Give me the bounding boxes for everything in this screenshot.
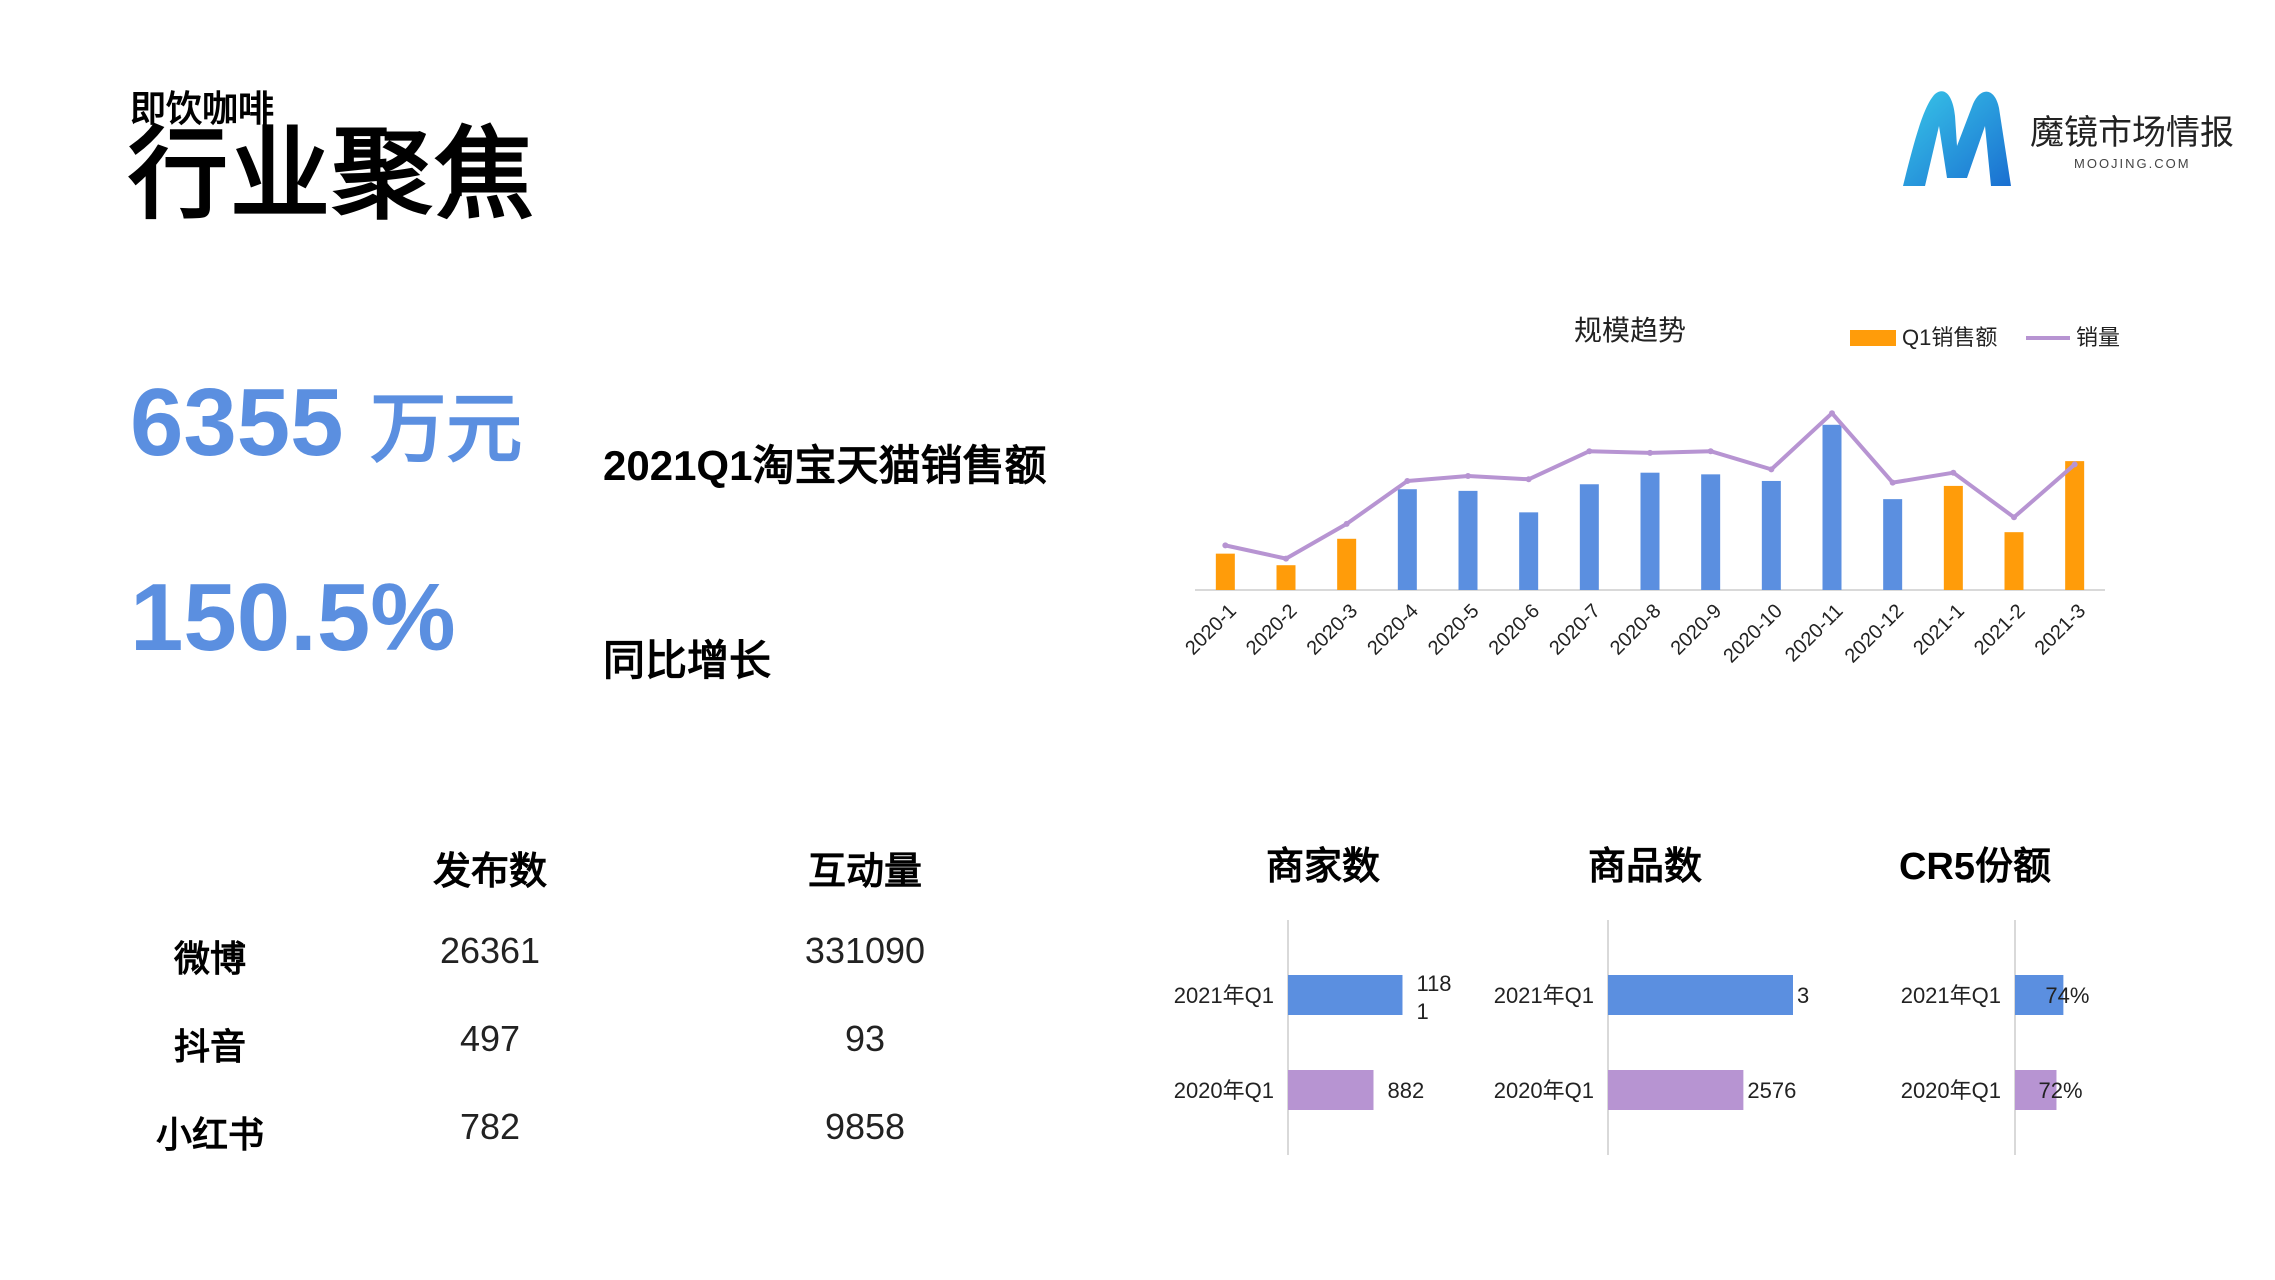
table-row-label: 小红书 (155, 1114, 264, 1155)
line-point-2020-2 (1283, 555, 1289, 562)
bar-2021-3 (2065, 461, 2085, 590)
bar-2020年Q1 (1288, 1070, 1374, 1110)
x-tick-label: 2021-2 (1970, 600, 2030, 660)
data-label: 72% (2038, 1078, 2082, 1103)
table-header-interactions: 互动量 (807, 851, 922, 893)
line-point-2020-10 (1768, 466, 1775, 473)
line-point-2020-12 (1889, 479, 1896, 486)
table-header-posts: 发布数 (432, 851, 547, 893)
mini-chart-title-products: 商品数 (1587, 846, 1702, 888)
table-cell: 9858 (824, 1106, 906, 1147)
x-tick-label: 2020-12 (1841, 600, 1908, 667)
logo-name: 魔镜市场情报 (2030, 114, 2234, 152)
bar-2020-1 (1215, 553, 1235, 590)
bar-2020年Q1 (2015, 1070, 2057, 1110)
moojing-m-logo-icon (1903, 91, 2011, 186)
merchants-chart: 2021年Q1 118 1 2020年Q1 882 (1174, 920, 1452, 1155)
bar-2020-9 (1701, 474, 1721, 590)
table-row-label: 抖音 (173, 1026, 246, 1067)
x-tick-label: 2020-1 (1181, 600, 1241, 660)
x-tick-label: 2020-2 (1242, 600, 1302, 660)
data-label: 1 (1416, 999, 1428, 1024)
data-label: 118 (1416, 971, 1451, 996)
bar-2020-5 (1458, 490, 1478, 590)
chart-title: 规模趋势 (1574, 315, 1686, 346)
line-point-2021-2 (2011, 514, 2017, 521)
line-point-2021-1 (1950, 469, 1957, 476)
x-tick-label: 2020-6 (1485, 600, 1545, 660)
kpi-sales-number: 6355 (130, 369, 344, 476)
line-point-2020-6 (1525, 476, 1532, 483)
line-point-2020-3 (1343, 520, 1350, 527)
data-label: 2576 (1747, 1078, 1796, 1103)
bar-2020-3 (1337, 538, 1357, 590)
x-tick-label: 2020-8 (1606, 600, 1666, 660)
legend-swatch-bar (1850, 330, 1896, 346)
x-tick-label: 2020-4 (1363, 600, 1423, 660)
x-tick-label: 2020-11 (1781, 600, 1847, 666)
bar-2020-2 (1276, 565, 1296, 590)
kpi-sales-value: 6355 万元 (130, 375, 522, 471)
table-row-label: 微博 (173, 938, 246, 979)
x-tick-label: 2020-5 (1424, 600, 1484, 660)
y-tick-label: 2021年Q1 (1901, 983, 2001, 1008)
bar-2020-8 (1640, 472, 1660, 590)
bar-2021-2 (2004, 532, 2024, 590)
bar-2020-12 (1883, 499, 1903, 590)
bar-2021年Q1 (2015, 975, 2064, 1015)
bar-2020-11 (1822, 424, 1842, 590)
y-tick-label: 2021年Q1 (1174, 983, 1274, 1008)
line-point-2021-3 (2071, 461, 2078, 468)
line-point-2020-11 (1829, 410, 1835, 417)
table-cell: 331090 (804, 930, 926, 971)
bar-2020-10 (1761, 480, 1781, 590)
y-tick-label: 2021年Q1 (1494, 983, 1594, 1008)
bar-2020-4 (1397, 489, 1417, 590)
kpi-sales-label: 2021Q1淘宝天猫销售额 (603, 442, 1047, 489)
bar-2020-6 (1519, 512, 1539, 590)
data-label: 74% (2045, 983, 2089, 1008)
bar-2021-1 (1943, 485, 1963, 590)
line-point-2020-1 (1222, 542, 1229, 549)
y-tick-label: 2020年Q1 (1901, 1078, 2001, 1103)
legend-label-line: 销量 (2076, 325, 2120, 350)
mini-chart-title-merchants: 商家数 (1265, 846, 1380, 888)
line-point-2020-5 (1465, 473, 1471, 479)
line-point-2020-4 (1404, 477, 1411, 484)
data-label: 882 (1387, 1078, 1424, 1103)
x-tick-label: 2021-1 (1909, 600, 1969, 660)
x-tick-label: 2020-9 (1667, 600, 1727, 660)
line-point-2020-7 (1586, 448, 1593, 455)
products-chart: 2021年Q1 3520 2020年Q1 2576 (1494, 920, 1810, 1155)
bar-2021年Q1 (1288, 975, 1403, 1015)
table-cell: 782 (459, 1106, 521, 1147)
page-title: 行业聚焦 (128, 119, 536, 231)
legend-label-bar: Q1销售额 (1902, 325, 1997, 350)
x-tick-label: 2021-3 (2031, 600, 2091, 660)
line-point-2020-9 (1707, 448, 1714, 455)
kpi-sales-unit: 万元 (370, 387, 523, 472)
bar-2020年Q1 (1608, 1070, 1744, 1110)
mini-chart-title-cr5: CR5份额 (1898, 846, 2052, 888)
table-cell: 26361 (439, 930, 541, 971)
bar-2020-7 (1579, 484, 1599, 590)
table-cell: 497 (459, 1018, 521, 1059)
y-tick-label: 2020年Q1 (1494, 1078, 1594, 1103)
cr5-chart: 2021年Q1 74% 2020年Q1 72% (1901, 920, 2089, 1155)
x-tick-label: 2020-7 (1545, 600, 1605, 660)
bar-2021年Q1 (1608, 975, 1793, 1015)
data-label: 3520 (1797, 983, 1810, 1008)
x-tick-label: 2020-10 (1719, 600, 1786, 667)
x-tick-label: 2020-3 (1303, 600, 1363, 660)
line-point-2020-8 (1647, 449, 1653, 456)
y-tick-label: 2020年Q1 (1174, 1078, 1274, 1103)
page-subtitle: 即饮咖啡 (130, 88, 275, 129)
logo-domain: MOOJING.COM (2074, 156, 2191, 171)
kpi-growth-label: 同比增长 (603, 637, 772, 684)
table-cell: 93 (844, 1018, 886, 1059)
kpi-growth-value: 150.5% (130, 564, 456, 671)
